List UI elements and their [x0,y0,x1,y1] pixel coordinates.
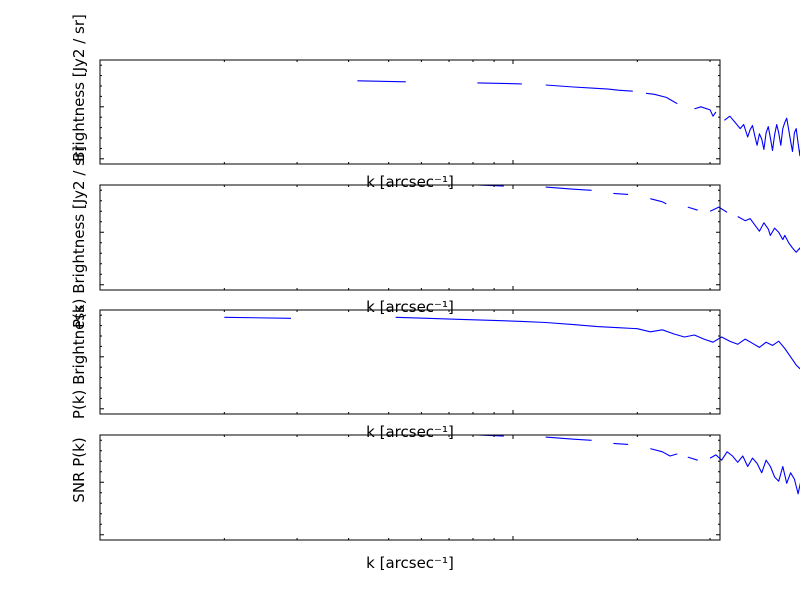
y-axis-label: P(k) Brightness [Jy2 / sr] [70,146,88,328]
axes-frame [99,309,721,415]
x-axis-label: k [arcsec⁻¹] [366,423,454,441]
series-1-segment-7 [737,216,800,253]
y-axis-label: P(k) Brightness [70,305,88,419]
panel-4: k [arcsec⁻¹] SNR P(k) [70,434,800,572]
series-1-segment-2 [545,186,592,191]
series-1-segment-2 [477,82,522,85]
axes-frame [99,184,721,291]
series-1-segment-1 [224,316,292,319]
y-axis-label: Brightness [Jy2 / sr] [70,14,88,162]
series-1-segment-3 [613,192,629,195]
axes-frame [99,59,721,165]
x-axis-label: k [arcsec⁻¹] [366,554,454,572]
series-1-segment-6 [709,451,800,495]
y-axis-label: SNR P(k) [70,437,88,502]
series-1-segment-4 [650,198,667,205]
x-axis-label: k [arcsec⁻¹] [366,173,454,191]
axes-frame [99,434,721,541]
series-1-segment-5 [687,456,698,461]
series-1-segment-3 [613,442,629,445]
series-1-segment-2 [395,316,800,370]
panel-1: k [arcsec⁻¹] Brightness [Jy2 / sr] [70,14,800,191]
series-1-segment-4 [646,92,678,105]
x-axis-label: k [arcsec⁻¹] [366,298,454,316]
series-1-segment-5 [687,206,698,211]
series-1-segment-5 [694,106,717,117]
series-1-segment-6 [724,115,800,157]
series-1-segment-6 [709,206,728,213]
panel-2: k [arcsec⁻¹] P(k) Brightness [Jy2 / sr] [70,146,800,328]
series-1-segment-2 [545,436,592,441]
series-1-segment-4 [650,448,678,457]
series-1-segment-1 [357,80,406,83]
panel-3: k [arcsec⁻¹] P(k) Brightness [70,305,800,441]
series-1-segment-3 [545,84,633,92]
